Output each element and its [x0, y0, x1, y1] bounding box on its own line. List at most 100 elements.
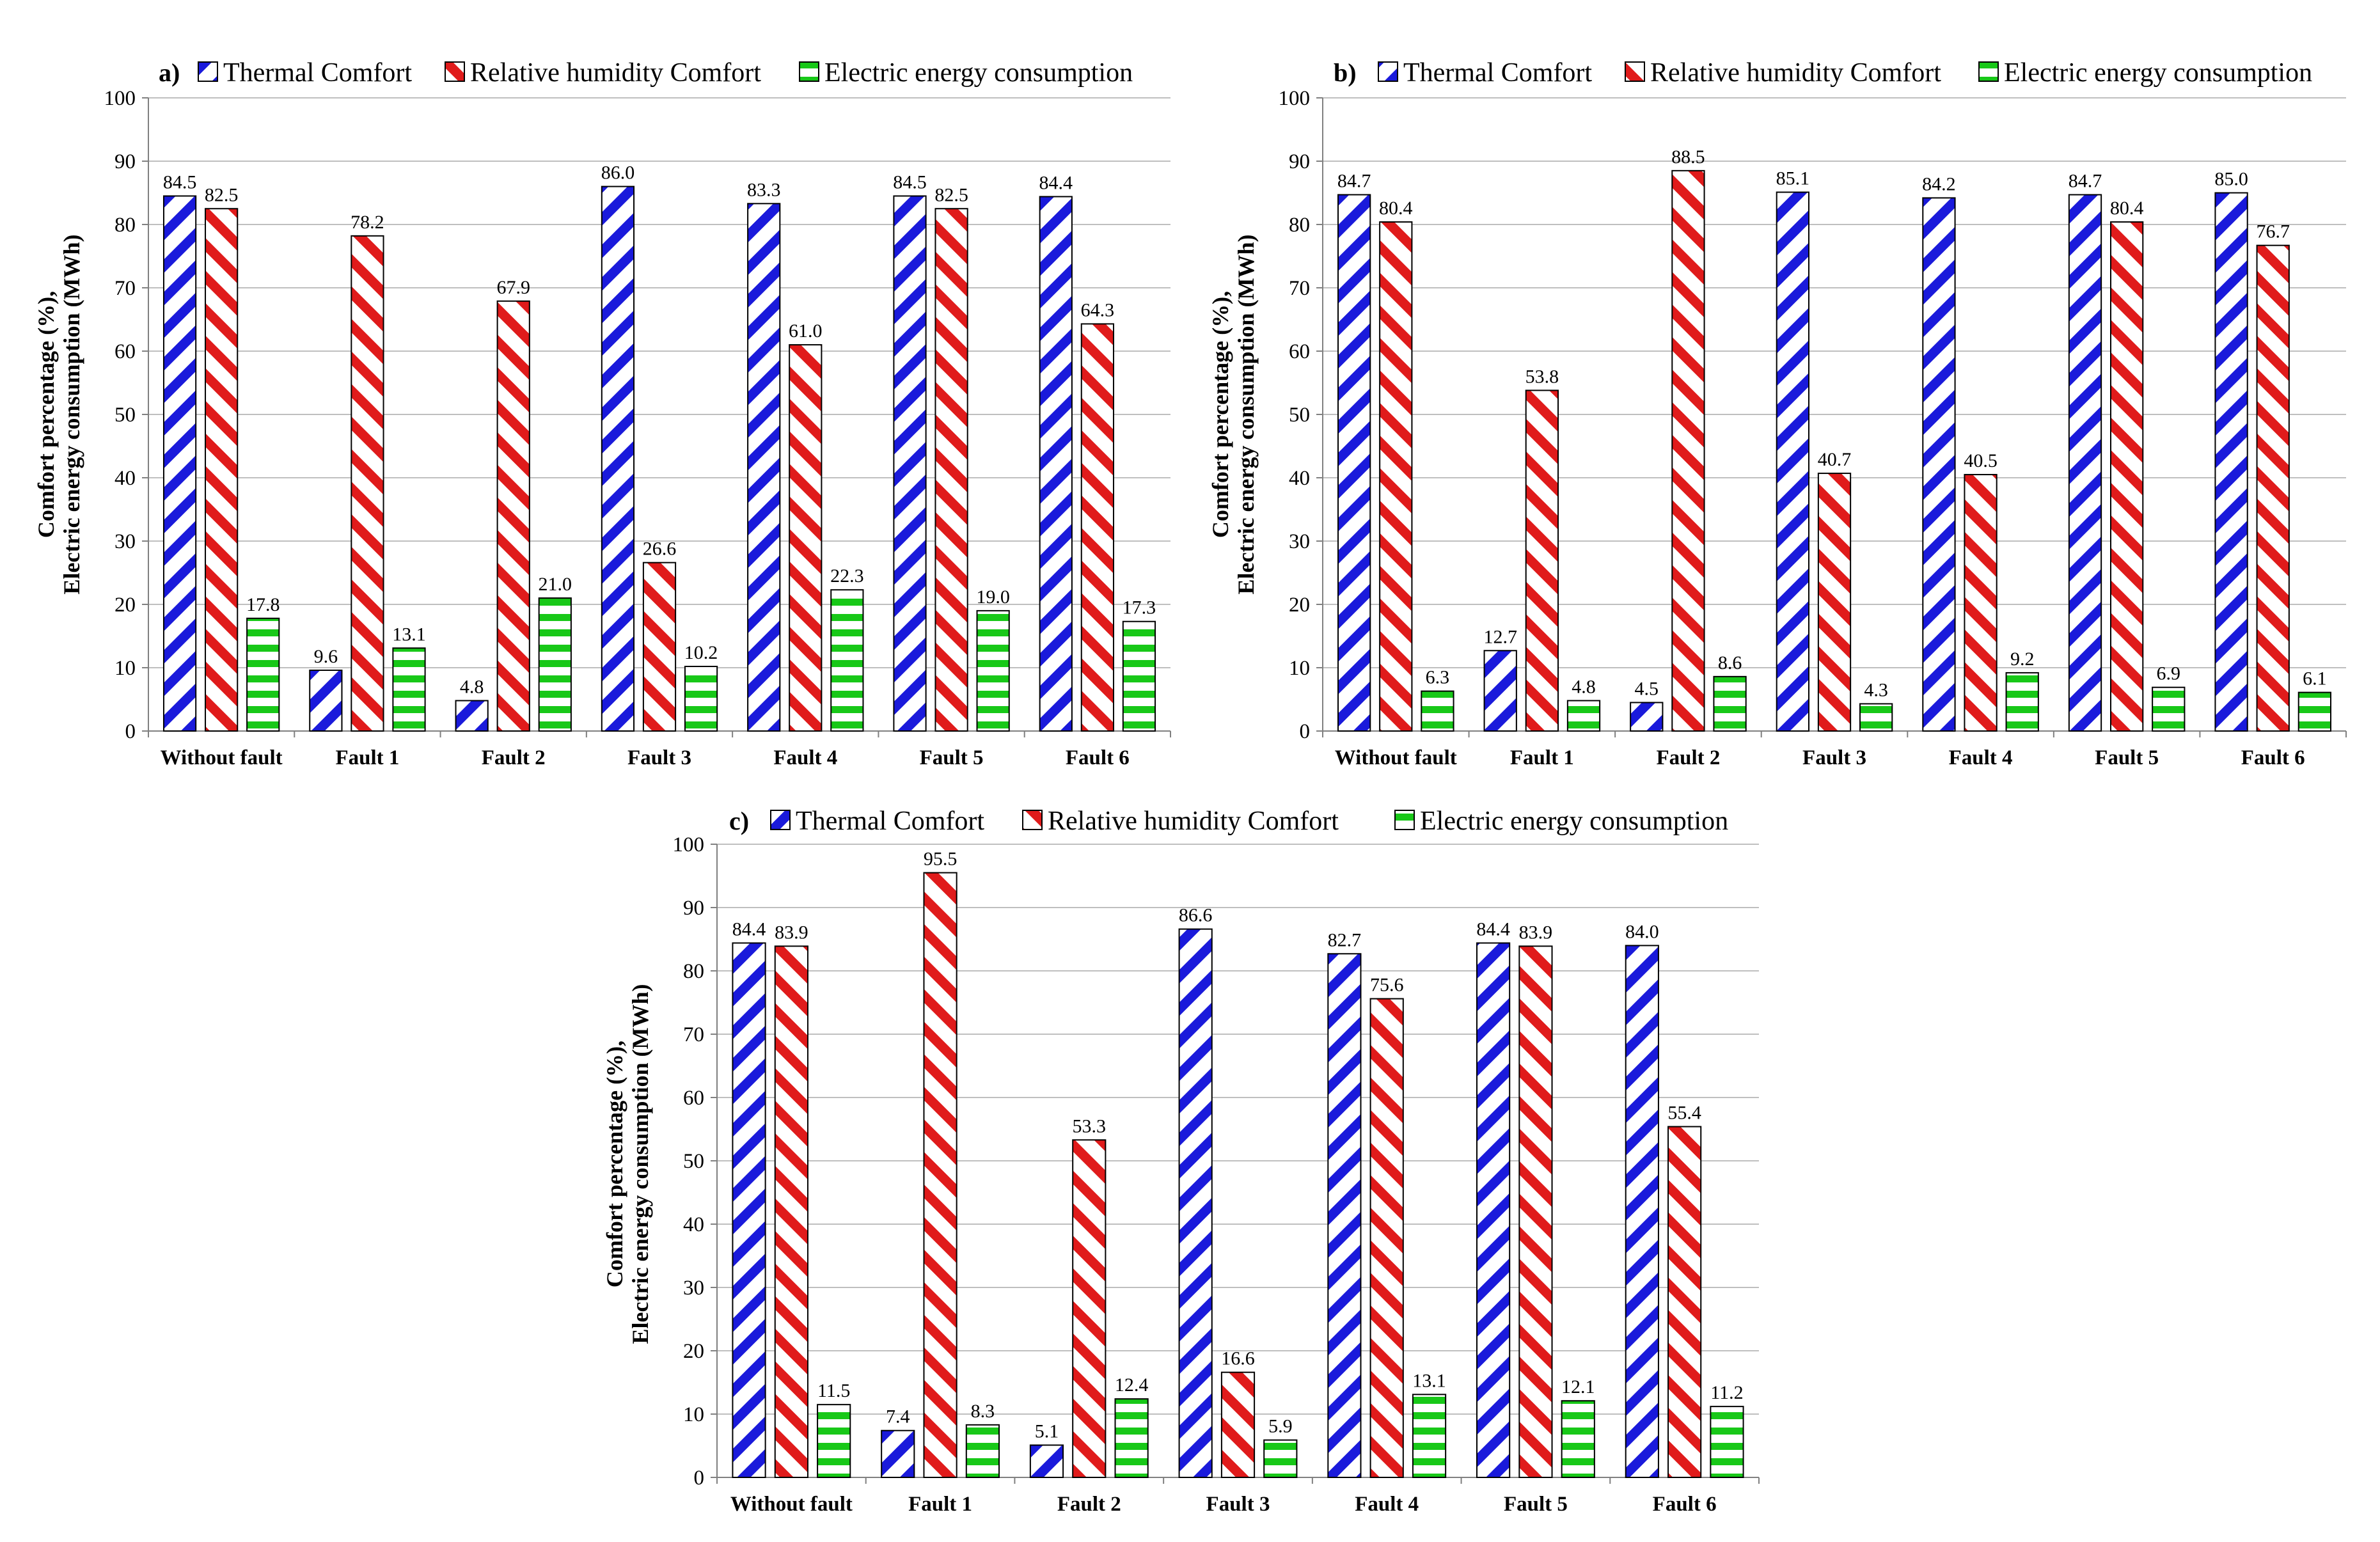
bar-humidity — [789, 344, 823, 732]
data-label-humidity: 40.7 — [1818, 449, 1852, 470]
bar-humidity — [1379, 221, 1413, 732]
bar-energy — [1412, 1394, 1447, 1479]
x-category-label: Fault 3 — [1802, 746, 1866, 769]
bar-humidity — [1525, 389, 1559, 732]
data-label-energy: 10.2 — [684, 642, 718, 663]
data-label-humidity: 40.5 — [1964, 450, 1998, 471]
bar-thermal — [1178, 928, 1213, 1479]
bar-thermal — [747, 203, 781, 732]
panel-label: b) — [1334, 58, 1357, 87]
y-tick-label: 40 — [114, 467, 136, 490]
bar-humidity — [1667, 1126, 1702, 1479]
data-label-thermal: 9.6 — [314, 646, 338, 667]
data-label-energy: 4.8 — [1572, 676, 1596, 697]
data-label-humidity: 82.5 — [205, 184, 239, 205]
panel-label: c) — [729, 806, 749, 835]
bar-thermal — [309, 669, 343, 732]
bar-humidity — [496, 300, 530, 732]
legend-label-energy: Electric energy consumption — [2004, 58, 2312, 88]
y-tick-label: 50 — [683, 1150, 704, 1173]
x-category-label: Fault 3 — [1206, 1493, 1270, 1516]
data-label-humidity: 53.3 — [1073, 1115, 1107, 1137]
bar-humidity — [205, 208, 239, 732]
data-label-energy: 19.0 — [976, 586, 1010, 608]
x-category-label: Fault 6 — [1066, 746, 1130, 769]
y-tick-label: 30 — [114, 530, 136, 553]
data-label-humidity: 76.7 — [2256, 221, 2290, 242]
data-label-thermal: 84.4 — [1039, 172, 1073, 193]
data-label-energy: 13.1 — [392, 624, 426, 645]
data-label-thermal: 84.2 — [1922, 173, 1956, 194]
legend-label-thermal: Thermal Comfort — [223, 58, 412, 88]
data-label-humidity: 61.0 — [789, 320, 823, 342]
bar-energy — [976, 610, 1010, 732]
bar-thermal — [881, 1429, 915, 1478]
x-category-label: Fault 4 — [773, 746, 837, 769]
chart-panel-b: b) Thermal Comfort Relative humidity Com… — [1208, 58, 2347, 769]
data-label-energy: 21.0 — [539, 574, 572, 595]
y-tick-label: 0 — [125, 720, 136, 743]
legend-label-thermal: Thermal Comfort — [796, 806, 984, 836]
bar-thermal — [1039, 196, 1073, 732]
x-category-label: Fault 4 — [1355, 1493, 1419, 1516]
data-label-thermal: 84.7 — [1337, 170, 1371, 191]
data-label-thermal: 84.4 — [1476, 918, 1510, 940]
y-tick-label: 40 — [683, 1213, 704, 1236]
bar-energy — [1421, 690, 1454, 732]
x-category-label: Fault 6 — [2241, 746, 2305, 769]
bar-energy — [1122, 620, 1156, 732]
bar-humidity — [1518, 945, 1553, 1478]
bar-humidity — [774, 945, 808, 1478]
data-label-humidity: 83.9 — [775, 922, 808, 943]
y-tick-label: 10 — [1289, 657, 1310, 680]
x-category-label: Without fault — [161, 746, 283, 769]
legend: a) Thermal Comfort Relative humidity Com… — [159, 58, 1133, 88]
y-tick-label: 60 — [1289, 340, 1310, 363]
legend-swatch-energy — [1394, 810, 1415, 830]
data-label-humidity: 67.9 — [496, 277, 530, 298]
bar-energy — [538, 597, 572, 732]
y-tick-label: 20 — [683, 1340, 704, 1363]
panel-label: a) — [159, 58, 180, 87]
data-label-thermal: 86.6 — [1179, 905, 1213, 926]
data-label-energy: 8.6 — [1718, 652, 1742, 673]
y-tick-label: 50 — [114, 404, 136, 427]
legend-swatch-humidity — [1625, 61, 1645, 82]
data-label-energy: 12.1 — [1561, 1376, 1595, 1397]
y-tick-label: 30 — [1289, 530, 1310, 553]
bar-energy — [2297, 691, 2332, 732]
y-tick-label: 100 — [104, 87, 136, 110]
y-tick-label: 10 — [683, 1403, 704, 1426]
y-tick-label: 70 — [114, 277, 136, 300]
bar-thermal — [1776, 191, 1810, 732]
y-tick-label: 100 — [1279, 87, 1311, 110]
plot-area: 0 10 20 30 40 50 60 70 80 90 100 Without fault 84.5 8… — [104, 87, 1171, 769]
x-category-label: Fault 5 — [2095, 746, 2159, 769]
bar-thermal — [1337, 194, 1371, 732]
bar-thermal — [1029, 1444, 1064, 1479]
bar-humidity — [1072, 1139, 1107, 1478]
data-label-energy: 22.3 — [830, 565, 864, 586]
y-tick-label: 20 — [1289, 594, 1310, 617]
legend-label-thermal: Thermal Comfort — [1403, 58, 1592, 88]
data-label-humidity: 75.6 — [1370, 975, 1404, 996]
x-category-label: Fault 5 — [920, 746, 984, 769]
y-tick-label: 10 — [114, 657, 136, 680]
y-tick-label: 80 — [114, 214, 136, 237]
bar-humidity — [934, 208, 968, 732]
bar-thermal — [1483, 650, 1517, 732]
legend-label-humidity: Relative humidity Comfort — [1650, 58, 1941, 88]
bar-energy — [1859, 703, 1893, 732]
data-label-thermal: 84.7 — [2069, 170, 2102, 191]
y-tick-label: 40 — [1289, 467, 1310, 490]
x-category-label: Fault 1 — [1510, 746, 1574, 769]
y-axis-label-line1: Comfort percentage (%), — [1208, 291, 1233, 538]
bar-thermal — [893, 195, 927, 732]
bar-humidity — [1369, 998, 1404, 1479]
y-tick-label: 90 — [114, 150, 136, 173]
y-tick-label: 90 — [683, 897, 704, 920]
data-label-energy: 4.3 — [1864, 679, 1888, 700]
data-label-energy: 6.3 — [1426, 667, 1450, 688]
plot-area: 0 10 20 30 40 50 60 70 80 90 100 Without fault 84.7 8… — [1279, 87, 2347, 769]
x-category-label: Fault 6 — [1653, 1493, 1717, 1516]
